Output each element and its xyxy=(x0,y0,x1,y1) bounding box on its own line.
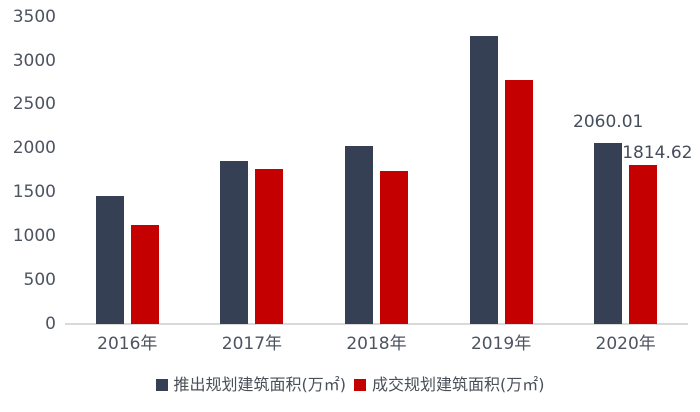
legend-item-series1: 推出规划建筑面积(万㎡) xyxy=(155,375,347,395)
legend: 推出规划建筑面积(万㎡) 成交规划建筑面积(万㎡) xyxy=(0,375,700,395)
legend-label-series2: 成交规划建筑面积(万㎡) xyxy=(372,375,545,394)
bar-series2-2018年 xyxy=(380,170,408,324)
bar-series1-2016年 xyxy=(95,195,124,324)
x-axis-category-label: 2019年 xyxy=(470,334,532,354)
y-axis-tick-label: 3500 xyxy=(12,6,56,27)
x-axis-category-label: 2017年 xyxy=(221,334,283,354)
bar-series2-2019年 xyxy=(504,80,533,324)
x-axis-category-label: 2020年 xyxy=(595,334,656,354)
legend-item-series2: 成交规划建筑面积(万㎡) xyxy=(354,375,545,395)
x-axis-category-label: 2016年 xyxy=(97,334,158,354)
bar-series2-2020年 xyxy=(629,164,658,324)
y-axis-tick-label: 500 xyxy=(23,270,56,291)
y-axis-tick-label: 2000 xyxy=(12,138,56,159)
data-label-series2: 1814.62 xyxy=(622,142,693,163)
legend-label-series1: 推出规划建筑面积(万㎡) xyxy=(173,375,347,394)
y-axis-tick-label: 1500 xyxy=(12,182,56,203)
series2-swatch-icon xyxy=(354,379,366,391)
bar-series1-2018年 xyxy=(345,145,373,324)
y-axis-tick-label: 2500 xyxy=(12,94,56,115)
series1-swatch-icon xyxy=(155,379,168,391)
x-axis-line xyxy=(65,323,688,325)
y-axis-tick-label: 1000 xyxy=(12,226,56,247)
bar-series2-2016年 xyxy=(130,224,159,324)
bar-series2-2017年 xyxy=(255,169,284,324)
x-axis-category-label: 2018年 xyxy=(346,334,407,354)
y-axis-tick-label: 0 xyxy=(45,314,56,334)
y-axis-tick-label: 3000 xyxy=(12,50,56,71)
bar-series1-2020年 xyxy=(594,143,623,324)
data-label-series1: 2060.01 xyxy=(573,112,644,133)
bar-series1-2017年 xyxy=(220,160,249,324)
bar-series1-2019年 xyxy=(469,35,498,324)
